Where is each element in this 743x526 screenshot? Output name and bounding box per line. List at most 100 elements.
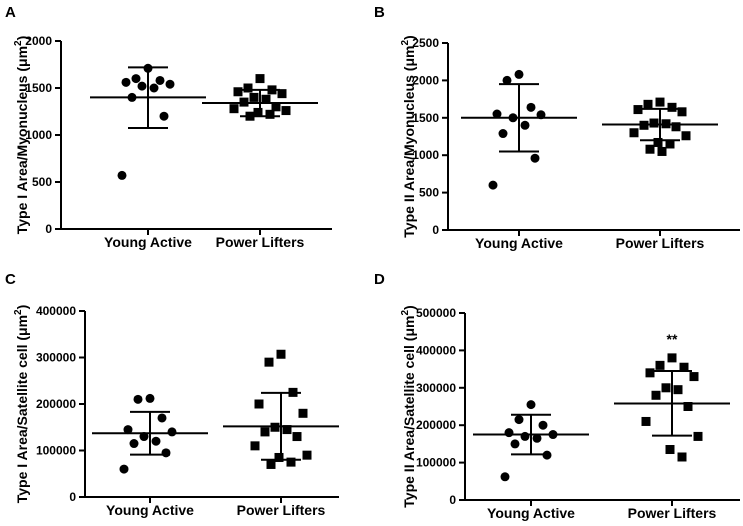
x-category-label: Power Lifters — [616, 235, 705, 251]
data-point — [137, 81, 147, 91]
y-axis-label: Type II Area/Myonucleus (μm2) — [400, 35, 417, 237]
data-point — [292, 432, 302, 442]
data-point — [282, 425, 292, 435]
data-point — [277, 89, 287, 99]
data-point — [253, 107, 263, 117]
data-point — [514, 415, 524, 425]
data-point — [286, 457, 296, 467]
data-point — [532, 433, 542, 443]
data-point — [266, 459, 276, 469]
data-point — [526, 102, 536, 112]
panel-letter: C — [5, 271, 16, 288]
data-point — [679, 362, 689, 372]
y-tick-label: 1000 — [412, 148, 439, 162]
panel-a: A 0 500 1000 1500 2000 Young Active Power Lifte… — [5, 4, 332, 250]
data-point — [526, 400, 536, 410]
data-point — [159, 111, 169, 121]
y-tick-label: 0 — [69, 490, 76, 504]
panel-letter: A — [5, 4, 16, 21]
data-point — [129, 439, 139, 449]
y-tick-label: 400000 — [416, 343, 456, 357]
data-point — [661, 383, 671, 393]
x-category-label: Young Active — [106, 502, 194, 518]
data-point — [629, 128, 639, 138]
data-point — [677, 452, 687, 462]
x-category-label: Young Active — [104, 234, 192, 250]
data-point — [119, 464, 129, 474]
data-point — [677, 107, 687, 117]
data-point — [260, 427, 270, 437]
y-tick-label: 2000 — [25, 34, 52, 48]
data-point — [254, 399, 264, 409]
data-point — [281, 106, 291, 116]
data-point — [302, 450, 312, 460]
y-tick-label: 0 — [45, 222, 52, 236]
data-point — [665, 139, 675, 149]
data-point — [520, 120, 530, 130]
data-point — [689, 372, 699, 382]
y-tick-label: 500000 — [416, 306, 456, 320]
data-point — [167, 427, 177, 437]
data-point — [121, 77, 131, 87]
x-category-label: Power Lifters — [628, 505, 717, 521]
data-point — [651, 390, 661, 400]
data-point — [123, 425, 133, 435]
y-tick-label: 100000 — [416, 456, 456, 470]
data-point — [655, 97, 665, 107]
y-tick-label: 200000 — [416, 418, 456, 432]
x-category-label: Power Lifters — [237, 502, 326, 518]
data-point — [492, 109, 502, 119]
y-tick-label: 0 — [432, 223, 439, 237]
data-point — [530, 153, 540, 163]
data-point — [657, 146, 667, 156]
data-point — [498, 129, 508, 139]
y-tick-label: 1500 — [412, 111, 439, 125]
y-tick-label: 100000 — [36, 444, 76, 458]
data-point — [488, 180, 498, 190]
data-point — [265, 109, 275, 119]
y-tick-label: 500 — [419, 186, 439, 200]
data-point — [649, 118, 659, 128]
data-point — [117, 170, 127, 180]
y-tick-label: 2500 — [412, 36, 439, 50]
data-point — [249, 92, 259, 102]
data-point — [683, 402, 693, 411]
data-point — [665, 445, 675, 455]
data-point — [264, 357, 274, 367]
data-point — [645, 144, 655, 154]
data-point — [151, 436, 161, 446]
data-point — [510, 439, 520, 449]
data-point — [504, 428, 514, 438]
data-point — [673, 385, 683, 395]
x-category-label: Young Active — [487, 505, 575, 521]
data-point — [276, 349, 286, 359]
y-tick-label: 2000 — [412, 73, 439, 87]
data-point — [161, 448, 171, 458]
data-point — [298, 408, 308, 418]
y-tick-label: 400000 — [36, 304, 76, 318]
data-point — [520, 431, 530, 441]
data-point — [645, 368, 655, 378]
data-point — [157, 413, 167, 423]
data-point — [671, 122, 681, 132]
y-tick-label: 300000 — [36, 351, 76, 365]
data-point — [131, 74, 141, 84]
y-tick-label: 1500 — [25, 81, 52, 95]
data-point — [538, 420, 548, 430]
data-point — [165, 79, 175, 89]
data-point — [653, 137, 663, 147]
panel-c: C 0 100000 200000 300000 400000 Young Active Po… — [5, 271, 339, 518]
data-point — [641, 416, 651, 426]
data-point — [502, 75, 512, 85]
y-axis-label: Type II Area/Satellite cell (μm2) — [400, 305, 417, 507]
data-point — [133, 394, 143, 404]
data-point — [243, 83, 253, 93]
data-point — [261, 94, 271, 104]
y-tick-label: 300000 — [416, 381, 456, 395]
y-axis-label: Type I Area/Satellite cell (μm2) — [13, 305, 30, 504]
data-point — [643, 99, 653, 109]
x-category-label: Power Lifters — [216, 234, 305, 250]
panel-d: D 0 100000 200000 300000 400000 500000 Young Ac… — [374, 271, 740, 521]
significance-marker: ** — [667, 331, 678, 347]
